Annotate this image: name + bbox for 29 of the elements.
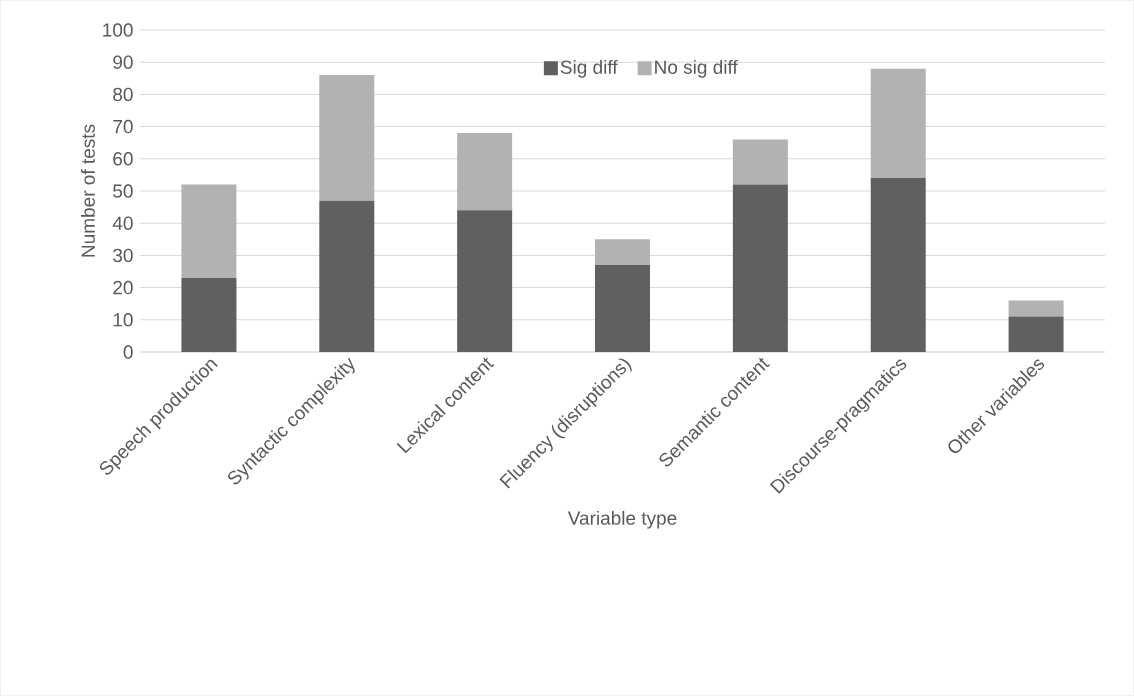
bar — [870, 178, 926, 352]
bar — [457, 133, 513, 211]
x-axis-title: Variable type — [567, 510, 677, 529]
bar — [1008, 300, 1064, 317]
bar — [732, 184, 788, 352]
y-tick-label: 60 — [113, 152, 133, 166]
y-axis-title: Number of tests — [80, 124, 95, 257]
y-tick-label: 50 — [113, 184, 133, 198]
legend-label: Sig diff — [560, 59, 618, 78]
bar — [457, 210, 513, 352]
y-tick-label: 100 — [103, 23, 133, 37]
bar — [319, 200, 375, 352]
bar — [732, 139, 788, 185]
bar — [595, 265, 651, 352]
bar — [595, 239, 651, 266]
y-tick-label: 40 — [112, 216, 133, 230]
y-tick-label: 80 — [113, 87, 133, 102]
y-tick-label: 70 — [113, 119, 133, 134]
bar — [1008, 316, 1064, 352]
y-tick-label: 20 — [113, 280, 133, 295]
y-tick-label: 0 — [123, 345, 133, 359]
legend-label: No sig diff — [655, 59, 738, 78]
y-tick-label: 30 — [113, 248, 133, 263]
y-tick-label: 10 — [113, 313, 133, 327]
bar — [319, 75, 375, 201]
bar — [181, 184, 237, 278]
y-tick-label: 90 — [113, 55, 133, 69]
bar — [181, 277, 237, 352]
bar — [870, 68, 926, 179]
